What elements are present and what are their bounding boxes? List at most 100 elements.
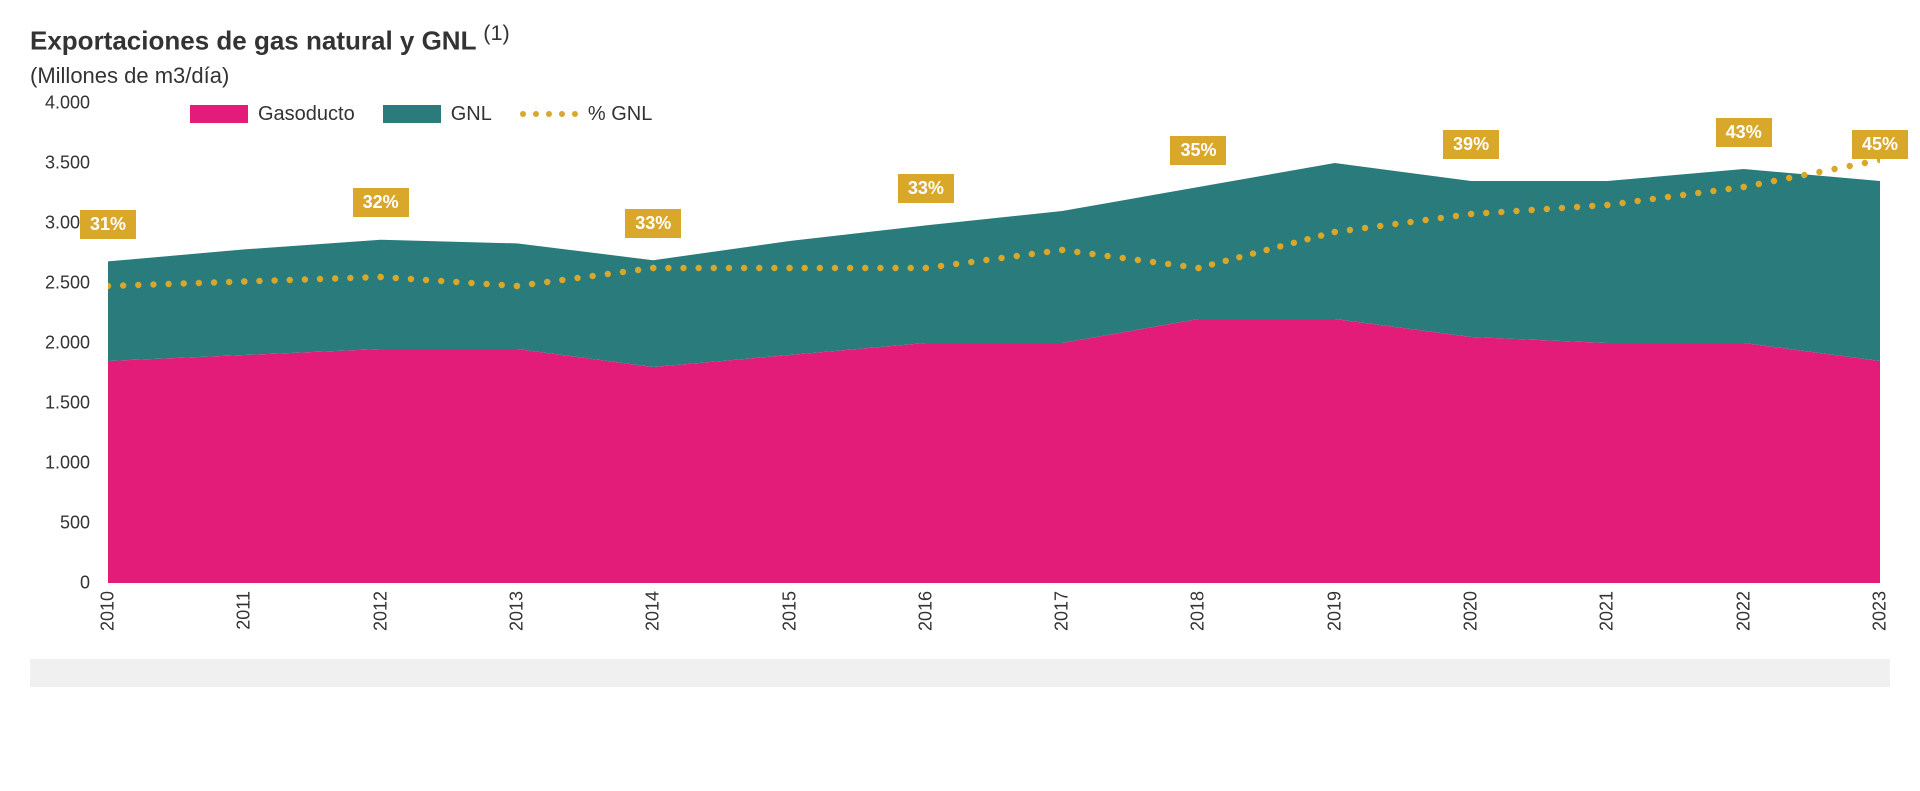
pct-dot [635, 266, 641, 272]
y-tick: 4.000 [30, 92, 90, 113]
x-tick: 2017 [1052, 591, 1073, 631]
pct-dot [1862, 159, 1868, 165]
x-tick: 2019 [1324, 591, 1345, 631]
pct-dot [453, 278, 459, 284]
pct-dot [1332, 228, 1338, 234]
pct-dot [1513, 207, 1519, 213]
pct-label: 33% [898, 174, 954, 203]
pct-dot [241, 278, 247, 284]
pct-dot [1318, 232, 1324, 238]
title-text: Exportaciones de gas natural y GNL [30, 26, 476, 56]
pct-dot [1014, 252, 1020, 258]
x-axis: 2010201120122013201420152016201720182019… [108, 583, 1880, 653]
pct-dot [862, 264, 868, 270]
pct-dot [1498, 208, 1504, 214]
pct-dot [1710, 187, 1716, 193]
pct-dot [423, 276, 429, 282]
pct-dot [665, 264, 671, 270]
pct-dot [332, 275, 338, 281]
pct-dot [1422, 216, 1428, 222]
pct-dot [317, 275, 323, 281]
pct-dot [1074, 248, 1080, 254]
pct-dot [695, 264, 701, 270]
chart-svg [108, 103, 1880, 583]
pct-dot [1377, 222, 1383, 228]
y-tick: 2.000 [30, 332, 90, 353]
pct-dot [771, 264, 777, 270]
x-tick: 2011 [234, 591, 255, 630]
x-tick: 2020 [1461, 591, 1482, 631]
pct-dot [892, 264, 898, 270]
pct-dot [499, 281, 505, 287]
pct-dot [589, 272, 595, 278]
pct-dot [1195, 264, 1201, 270]
pct-dot [1680, 191, 1686, 197]
pct-dot [1468, 210, 1474, 216]
pct-dot [1816, 168, 1822, 174]
pct-dot [1589, 202, 1595, 208]
pct-dot [998, 254, 1004, 260]
pct-dot [468, 279, 474, 285]
x-tick: 2018 [1188, 591, 1209, 631]
pct-dot [1209, 261, 1215, 267]
pct-dot [847, 264, 853, 270]
pct-dot [1771, 177, 1777, 183]
footer-band [30, 659, 1890, 687]
x-tick: 2015 [779, 591, 800, 631]
pct-dot [1407, 218, 1413, 224]
pct-dot [1392, 220, 1398, 226]
pct-dot [120, 282, 126, 288]
pct-dot [726, 264, 732, 270]
pct-dot [1544, 205, 1550, 211]
pct-dot [1528, 206, 1534, 212]
pct-dot [1756, 180, 1762, 186]
pct-dot [256, 277, 262, 283]
pct-dot [1801, 171, 1807, 177]
pct-dot [953, 260, 959, 266]
pct-dot [650, 264, 656, 270]
pct-dot [1453, 212, 1459, 218]
pct-dot [756, 264, 762, 270]
pct-dot [1291, 239, 1297, 245]
chart-title: Exportaciones de gas natural y GNL (1) [30, 20, 1890, 57]
pct-dot [1059, 246, 1065, 252]
pct-label: 45% [1852, 130, 1908, 159]
pct-dot [165, 280, 171, 286]
pct-dot [559, 276, 565, 282]
y-axis: 05001.0001.5002.0002.5003.0003.5004.000 [30, 103, 100, 583]
pct-dot [1263, 246, 1269, 252]
pct-dot [1089, 250, 1095, 256]
pct-label: 35% [1170, 136, 1226, 165]
x-tick: 2021 [1597, 591, 1618, 631]
pct-dot [1120, 254, 1126, 260]
x-tick: 2014 [643, 591, 664, 631]
pct-dot [574, 274, 580, 280]
pct-dot [1786, 174, 1792, 180]
pct-dot [832, 264, 838, 270]
pct-dot [150, 281, 156, 287]
pct-dot [1236, 254, 1242, 260]
pct-dot [181, 280, 187, 286]
pct-dot [620, 268, 626, 274]
pct-dot [786, 264, 792, 270]
pct-dot [271, 277, 277, 283]
pct-label: 39% [1443, 130, 1499, 159]
pct-dot [1277, 243, 1283, 249]
pct-dot [408, 275, 414, 281]
pct-dot [908, 264, 914, 270]
pct-dot [1304, 236, 1310, 242]
y-tick: 2.500 [30, 272, 90, 293]
title-footnote: (1) [483, 20, 509, 45]
pct-dot [1604, 201, 1610, 207]
pct-dot [1347, 226, 1353, 232]
pct-label: 31% [80, 210, 136, 239]
x-tick: 2016 [915, 591, 936, 631]
pct-dot [1180, 262, 1186, 268]
gas-exports-chart: Exportaciones de gas natural y GNL (1) (… [30, 20, 1890, 687]
pct-dot [483, 280, 489, 286]
pct-dot [1831, 165, 1837, 171]
y-tick: 0 [30, 572, 90, 593]
pct-dot [1847, 162, 1853, 168]
y-tick: 1.500 [30, 392, 90, 413]
pct-dot [362, 274, 368, 280]
